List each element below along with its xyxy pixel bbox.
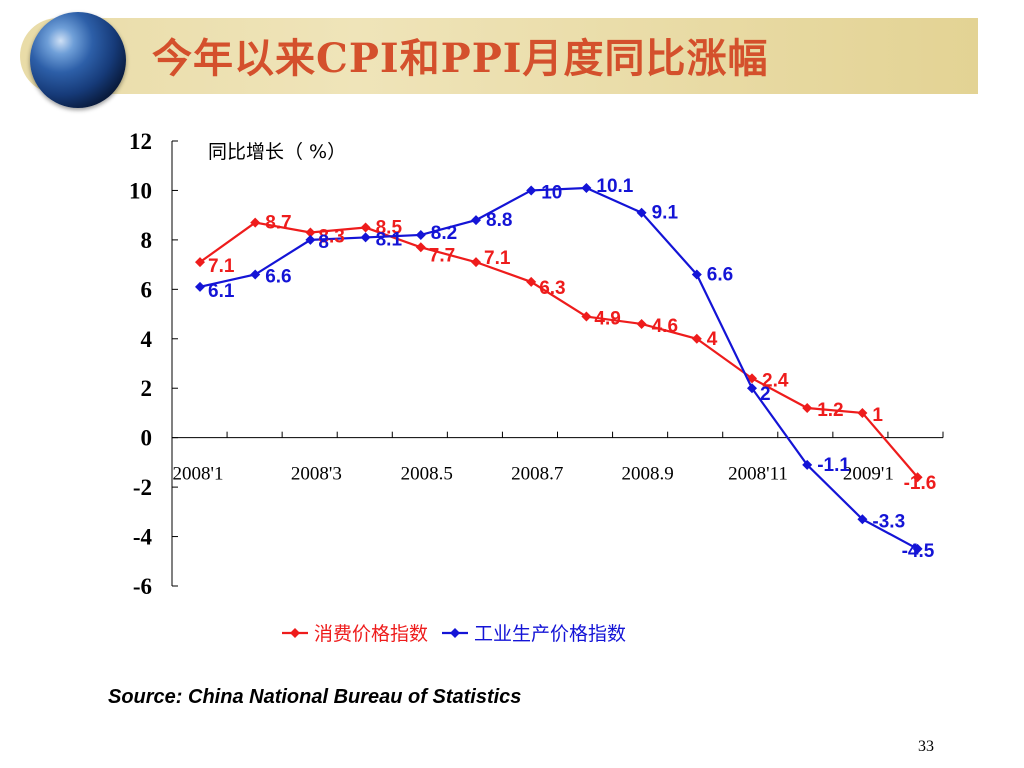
- data-label: 7.7: [429, 245, 455, 266]
- legend-marker: [290, 628, 300, 638]
- data-label: 10.1: [596, 176, 633, 197]
- data-point: [305, 234, 316, 245]
- data-point: [802, 403, 813, 413]
- legend: 消费价格指数 工业生产价格指数: [282, 623, 626, 645]
- data-label: 6.6: [265, 267, 291, 288]
- data-label: 8.3: [318, 226, 344, 247]
- data-label: -3.3: [872, 511, 905, 532]
- series-line-1: [199, 221, 919, 478]
- data-label: -1.1: [817, 455, 850, 476]
- x-tick-label: 2008'1: [173, 464, 224, 485]
- series-layer: [195, 182, 923, 554]
- data-point: [195, 257, 205, 268]
- data-point: [195, 281, 205, 292]
- y-tick-label: 6: [141, 277, 153, 302]
- data-label: 8.1: [376, 229, 403, 250]
- data-label: -4.5: [902, 541, 935, 562]
- y-tick-label: 2: [141, 376, 153, 401]
- data-label: 6.6: [707, 265, 733, 286]
- data-label: 2: [760, 384, 771, 405]
- data-point: [250, 217, 261, 228]
- data-label: 8.5: [376, 218, 403, 239]
- legend-marker: [450, 628, 460, 638]
- data-label: 7.1: [208, 256, 235, 277]
- data-label: 9.1: [652, 203, 679, 224]
- data-point: [691, 333, 702, 344]
- data-label: 4: [707, 329, 718, 350]
- data-labels: 7.1 8.7 8.3 8.5 7.7 7.1 6.3 4.9 4.6 4 2.4 1.2 1 -1.6 6…: [208, 176, 936, 562]
- data-point: [636, 207, 647, 218]
- x-tick-label: 2008.9: [621, 464, 673, 485]
- data-point: [415, 229, 426, 240]
- data-point: [912, 472, 923, 483]
- data-point: [581, 311, 592, 322]
- data-point: [305, 227, 316, 238]
- data-label: 8.7: [265, 213, 291, 234]
- data-label: 8.2: [431, 223, 457, 244]
- data-label: 4.9: [594, 309, 620, 330]
- y-tick-label: 12: [129, 129, 152, 154]
- data-point: [526, 276, 537, 287]
- x-tick-label: 2008.5: [401, 464, 453, 485]
- data-point: [691, 269, 702, 280]
- data-point: [415, 242, 426, 253]
- data-label: 7.1: [484, 248, 511, 269]
- source-note: Source: China National Bureau of Statist…: [108, 686, 522, 708]
- y-tick-label: 8: [141, 228, 153, 253]
- data-point: [526, 185, 537, 196]
- y-tick-label: -4: [133, 525, 153, 550]
- slide-title: 今年以来CPI和PPI月度同比涨幅: [152, 35, 769, 82]
- data-point: [250, 269, 261, 280]
- data-point: [912, 543, 923, 554]
- y-tick-label: 4: [141, 327, 153, 352]
- data-label: 10: [541, 182, 562, 203]
- data-label: 6.3: [539, 278, 565, 299]
- data-point: [360, 232, 371, 243]
- data-point: [360, 222, 371, 233]
- data-label: 4.6: [652, 316, 678, 337]
- x-tick-label: 2008'3: [291, 464, 342, 485]
- legend-label: 消费价格指数: [314, 623, 428, 645]
- data-point: [802, 459, 813, 470]
- y-tick-label: -2: [133, 475, 152, 500]
- data-label: -1.6: [904, 473, 937, 494]
- legend-label: 工业生产价格指数: [474, 623, 626, 645]
- globe-logo: [30, 12, 126, 108]
- data-label: 6.1: [208, 281, 235, 302]
- x-tick-label: 2008'11: [728, 464, 788, 485]
- y-tick-label: 10: [129, 178, 152, 203]
- x-tick-label: 2008.7: [511, 464, 563, 485]
- data-point: [857, 514, 868, 525]
- data-point: [857, 407, 868, 418]
- y-tick-label: -6: [133, 574, 152, 599]
- data-point: [581, 182, 592, 193]
- y-axis-title: 同比增长（ %）: [208, 141, 346, 163]
- data-label: 8.8: [486, 210, 512, 231]
- data-label: 1.2: [817, 400, 843, 421]
- series-line-2: [199, 186, 919, 550]
- y-tick-label: 0: [141, 426, 153, 451]
- data-point: [636, 318, 647, 329]
- data-label: 2.4: [762, 370, 789, 391]
- data-point: [471, 257, 481, 268]
- data-label: 8: [318, 232, 329, 253]
- page-number: 33: [918, 738, 934, 755]
- data-point: [471, 215, 481, 226]
- x-tick-label: 2009'1: [843, 464, 894, 485]
- data-label: 1: [872, 405, 883, 426]
- data-point: [747, 383, 757, 394]
- title-banner: [20, 18, 978, 94]
